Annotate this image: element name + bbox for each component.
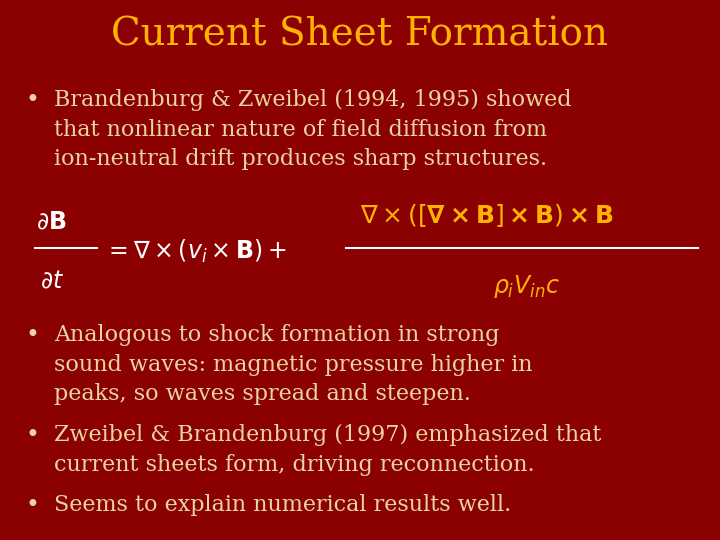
Text: •: • <box>25 494 39 517</box>
Text: •: • <box>25 89 39 112</box>
Text: Current Sheet Formation: Current Sheet Formation <box>112 16 608 53</box>
Text: •: • <box>25 324 39 347</box>
Text: $= \nabla \times \left(v_i \times \mathbf{B}\right) +$: $= \nabla \times \left(v_i \times \mathb… <box>104 238 287 265</box>
Text: $\partial\mathbf{B}$: $\partial\mathbf{B}$ <box>36 210 66 233</box>
Text: •: • <box>25 424 39 447</box>
Text: $\partial t$: $\partial t$ <box>40 269 64 293</box>
Text: Analogous to shock formation in strong
sound waves: magnetic pressure higher in
: Analogous to shock formation in strong s… <box>54 324 533 406</box>
Text: Seems to explain numerical results well.: Seems to explain numerical results well. <box>54 494 511 516</box>
Text: $\rho_i V_{in} c$: $\rho_i V_{in} c$ <box>493 273 560 300</box>
Text: Zweibel & Brandenburg (1997) emphasized that
current sheets form, driving reconn: Zweibel & Brandenburg (1997) emphasized … <box>54 424 601 476</box>
Text: Brandenburg & Zweibel (1994, 1995) showed
that nonlinear nature of field diffusi: Brandenburg & Zweibel (1994, 1995) showe… <box>54 89 572 171</box>
Text: $\nabla \times \mathbf{\left(\left[\nabla \times \mathbf{B}\right] \times B\righ: $\nabla \times \mathbf{\left(\left[\nabl… <box>360 202 613 230</box>
